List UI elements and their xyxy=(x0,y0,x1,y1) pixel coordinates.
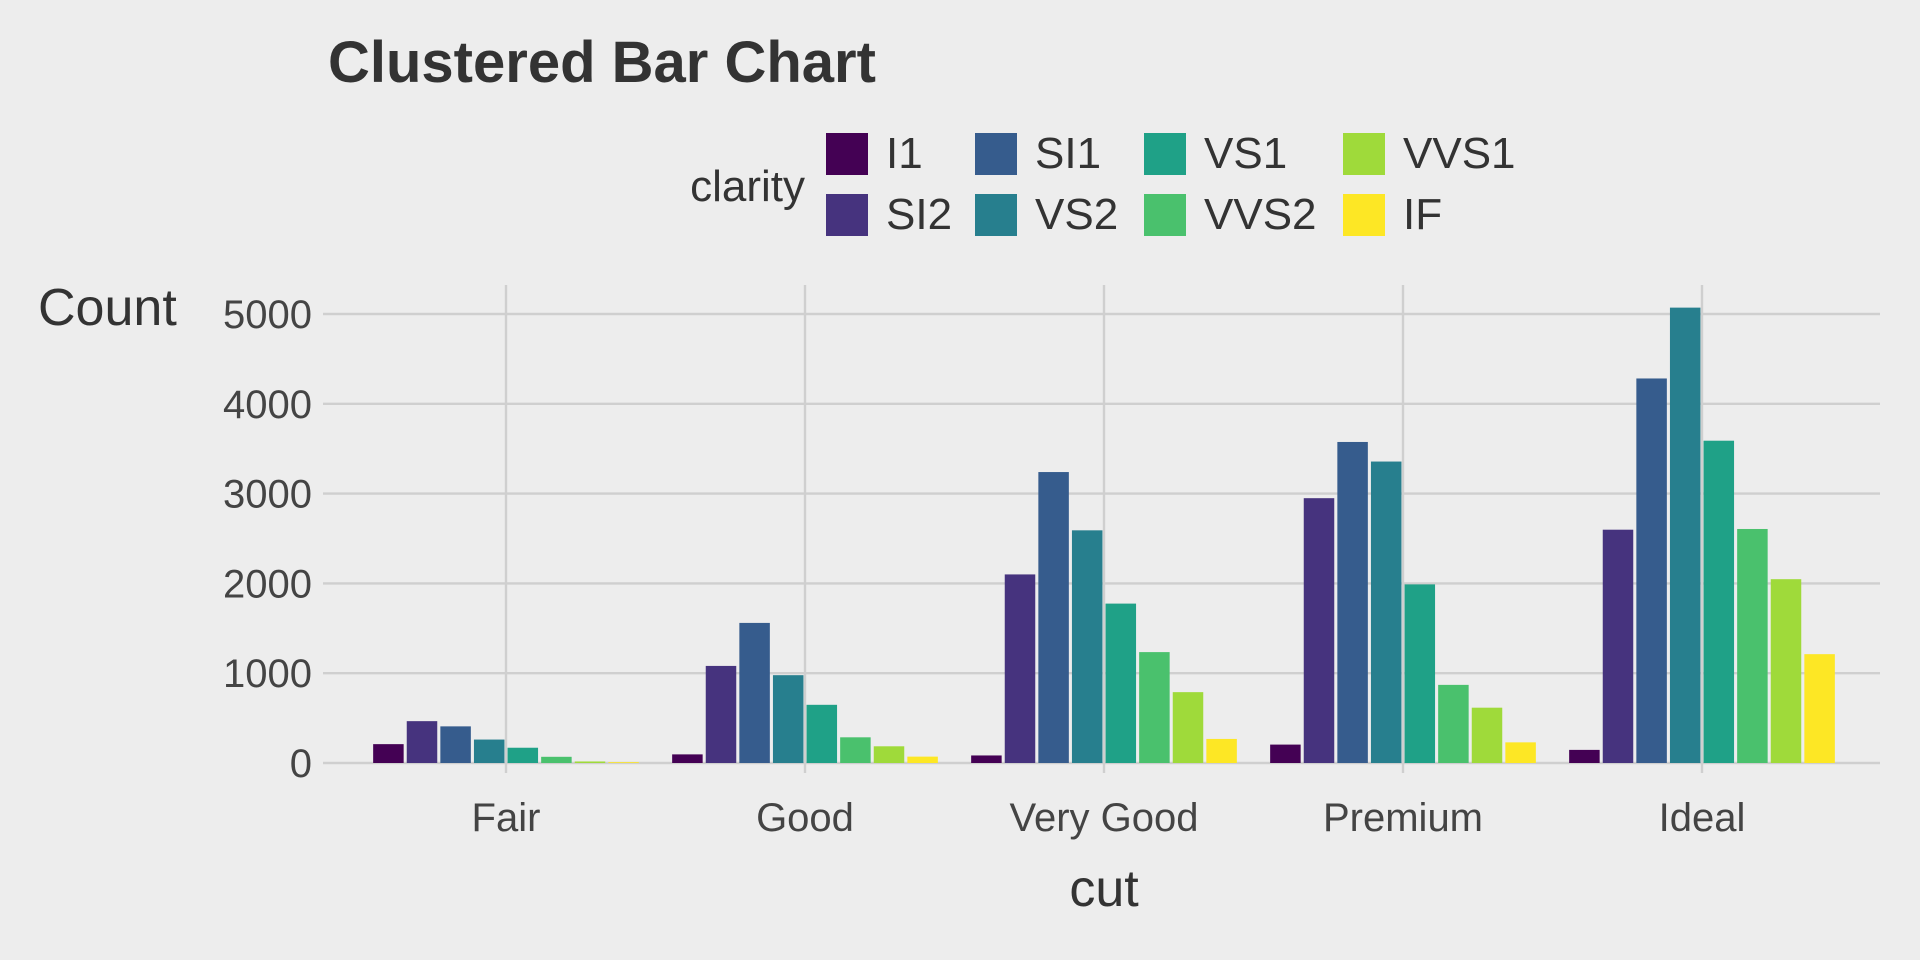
y-axis-title: Count xyxy=(38,279,177,337)
bar-good-vs2 xyxy=(772,675,804,763)
legend-swatch-vvs1 xyxy=(1343,133,1385,175)
bar-ideal-vs2 xyxy=(1669,307,1701,763)
x-axis-ticks: Fair Good Very Good Premium Ideal xyxy=(472,796,1746,840)
x-tick-label-fair: Fair xyxy=(472,796,541,840)
bar-ideal-si2 xyxy=(1602,529,1634,763)
bar-very-good-vvs2 xyxy=(1139,652,1170,763)
y-tick-label: 4000 xyxy=(223,383,312,427)
y-tick-label: 2000 xyxy=(223,562,312,606)
y-tick-label: 5000 xyxy=(223,293,312,337)
bar-premium-if xyxy=(1505,742,1536,763)
x-tick-label-very-good: Very Good xyxy=(1009,796,1198,840)
legend-label-vs1: VS1 xyxy=(1204,129,1287,178)
bar-ideal-vs1 xyxy=(1703,440,1735,763)
bar-fair-vvs2 xyxy=(541,756,572,763)
bar-good-vvs1 xyxy=(873,746,905,763)
legend-label-si1: SI1 xyxy=(1035,129,1101,178)
bar-premium-vs1 xyxy=(1404,584,1436,763)
bar-fair-vs1 xyxy=(507,747,539,763)
bar-good-vs1 xyxy=(806,704,838,763)
bar-premium-i1 xyxy=(1270,744,1301,763)
legend-label-si2: SI2 xyxy=(886,190,952,239)
legend-swatch-si2 xyxy=(826,194,868,236)
legend-label-vvs2: VVS2 xyxy=(1204,190,1317,239)
bar-premium-si1 xyxy=(1337,441,1368,763)
bar-fair-i1 xyxy=(373,744,404,763)
bar-ideal-i1 xyxy=(1569,749,1600,763)
bar-very-good-i1 xyxy=(971,755,1002,763)
x-axis-title: cut xyxy=(1069,860,1139,918)
bar-premium-si2 xyxy=(1303,498,1335,763)
legend-swatch-si1 xyxy=(975,133,1017,175)
bar-ideal-vvs1 xyxy=(1770,579,1802,763)
chart-title: Clustered Bar Chart xyxy=(328,30,876,95)
bar-ideal-if xyxy=(1804,654,1835,763)
legend-title: clarity xyxy=(690,162,805,211)
legend-swatch-vs2 xyxy=(975,194,1017,236)
bar-very-good-vs1 xyxy=(1105,603,1137,763)
y-tick-label: 0 xyxy=(290,742,312,786)
x-tick-label-good: Good xyxy=(756,796,854,840)
bar-good-si1 xyxy=(739,622,770,763)
bar-fair-si1 xyxy=(440,726,471,763)
bar-ideal-si1 xyxy=(1636,378,1667,763)
bars xyxy=(373,307,1835,763)
legend: clarity I1 SI2 SI1 VS2 VS1 VVS2 VVS1 IF xyxy=(690,129,1515,239)
legend-swatch-if xyxy=(1343,194,1385,236)
bar-premium-vvs2 xyxy=(1438,684,1469,763)
bar-premium-vs2 xyxy=(1370,461,1402,763)
bar-fair-si2 xyxy=(406,721,438,763)
legend-swatch-vvs2 xyxy=(1144,194,1186,236)
bar-ideal-vvs2 xyxy=(1737,528,1768,763)
y-axis-ticks: 0 1000 2000 3000 4000 5000 xyxy=(223,293,312,786)
legend-label-if: IF xyxy=(1403,190,1442,239)
bar-good-si2 xyxy=(705,665,737,763)
legend-label-vs2: VS2 xyxy=(1035,190,1118,239)
legend-label-vvs1: VVS1 xyxy=(1403,129,1516,178)
bar-very-good-si1 xyxy=(1038,472,1069,763)
bar-fair-vs2 xyxy=(473,739,505,763)
bar-good-i1 xyxy=(672,754,703,763)
x-tick-label-premium: Premium xyxy=(1323,796,1483,840)
bar-premium-vvs1 xyxy=(1471,707,1503,763)
bar-very-good-if xyxy=(1206,738,1237,763)
gridlines xyxy=(323,285,1880,773)
x-tick-label-ideal: Ideal xyxy=(1659,796,1746,840)
legend-swatch-i1 xyxy=(826,133,868,175)
bar-very-good-vvs1 xyxy=(1172,692,1204,763)
bar-fair-vvs1 xyxy=(574,761,606,763)
bar-good-if xyxy=(907,756,938,763)
y-tick-label: 3000 xyxy=(223,473,312,517)
legend-label-i1: I1 xyxy=(886,129,923,178)
legend-swatch-vs1 xyxy=(1144,133,1186,175)
bar-good-vvs2 xyxy=(840,737,871,763)
bar-very-good-vs2 xyxy=(1071,530,1103,763)
bar-very-good-si2 xyxy=(1004,574,1036,763)
bar-fair-if xyxy=(608,762,639,763)
y-tick-label: 1000 xyxy=(223,652,312,696)
